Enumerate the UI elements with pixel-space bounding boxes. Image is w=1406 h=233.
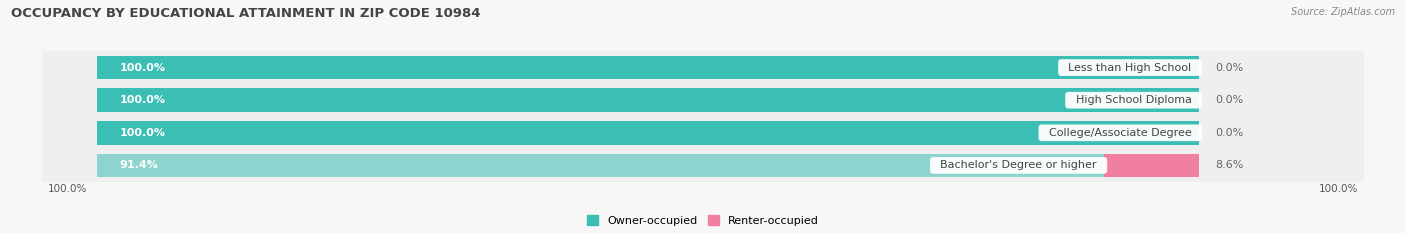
Bar: [1104, 154, 1198, 177]
Text: Bachelor's Degree or higher: Bachelor's Degree or higher: [934, 161, 1104, 170]
Text: College/Associate Degree: College/Associate Degree: [1042, 128, 1198, 138]
Text: High School Diploma: High School Diploma: [1069, 95, 1198, 105]
Text: 0.0%: 0.0%: [1215, 128, 1243, 138]
Text: 91.4%: 91.4%: [120, 161, 157, 170]
Bar: [97, 154, 1104, 177]
Bar: [42, 149, 1364, 182]
Text: 100.0%: 100.0%: [120, 95, 166, 105]
Text: 100.0%: 100.0%: [120, 63, 166, 72]
Bar: [42, 51, 1364, 84]
Text: 8.6%: 8.6%: [1215, 161, 1243, 170]
Text: 100.0%: 100.0%: [1319, 184, 1358, 194]
Text: 100.0%: 100.0%: [120, 128, 166, 138]
Bar: [42, 84, 1364, 116]
Text: OCCUPANCY BY EDUCATIONAL ATTAINMENT IN ZIP CODE 10984: OCCUPANCY BY EDUCATIONAL ATTAINMENT IN Z…: [11, 7, 481, 20]
Legend: Owner-occupied, Renter-occupied: Owner-occupied, Renter-occupied: [586, 215, 820, 226]
Bar: [42, 116, 1364, 149]
Text: 100.0%: 100.0%: [48, 184, 87, 194]
Bar: [97, 89, 1198, 112]
Text: Source: ZipAtlas.com: Source: ZipAtlas.com: [1291, 7, 1395, 17]
Text: 0.0%: 0.0%: [1215, 63, 1243, 72]
Text: 0.0%: 0.0%: [1215, 95, 1243, 105]
Text: Less than High School: Less than High School: [1062, 63, 1198, 72]
Bar: [97, 56, 1198, 79]
Bar: [97, 121, 1198, 144]
